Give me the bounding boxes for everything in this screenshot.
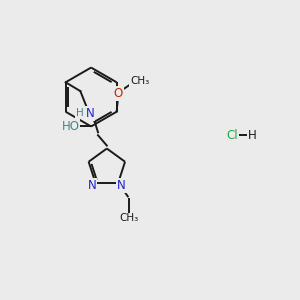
- Text: N: N: [117, 179, 126, 192]
- Text: O: O: [113, 87, 123, 100]
- Text: Cl: Cl: [226, 129, 238, 142]
- Text: H: H: [76, 108, 83, 118]
- Text: CH₃: CH₃: [120, 214, 139, 224]
- Text: N: N: [86, 107, 94, 120]
- Text: CH₃: CH₃: [130, 76, 149, 86]
- Text: HO: HO: [61, 120, 80, 133]
- Text: N: N: [88, 179, 96, 192]
- Text: H: H: [248, 129, 257, 142]
